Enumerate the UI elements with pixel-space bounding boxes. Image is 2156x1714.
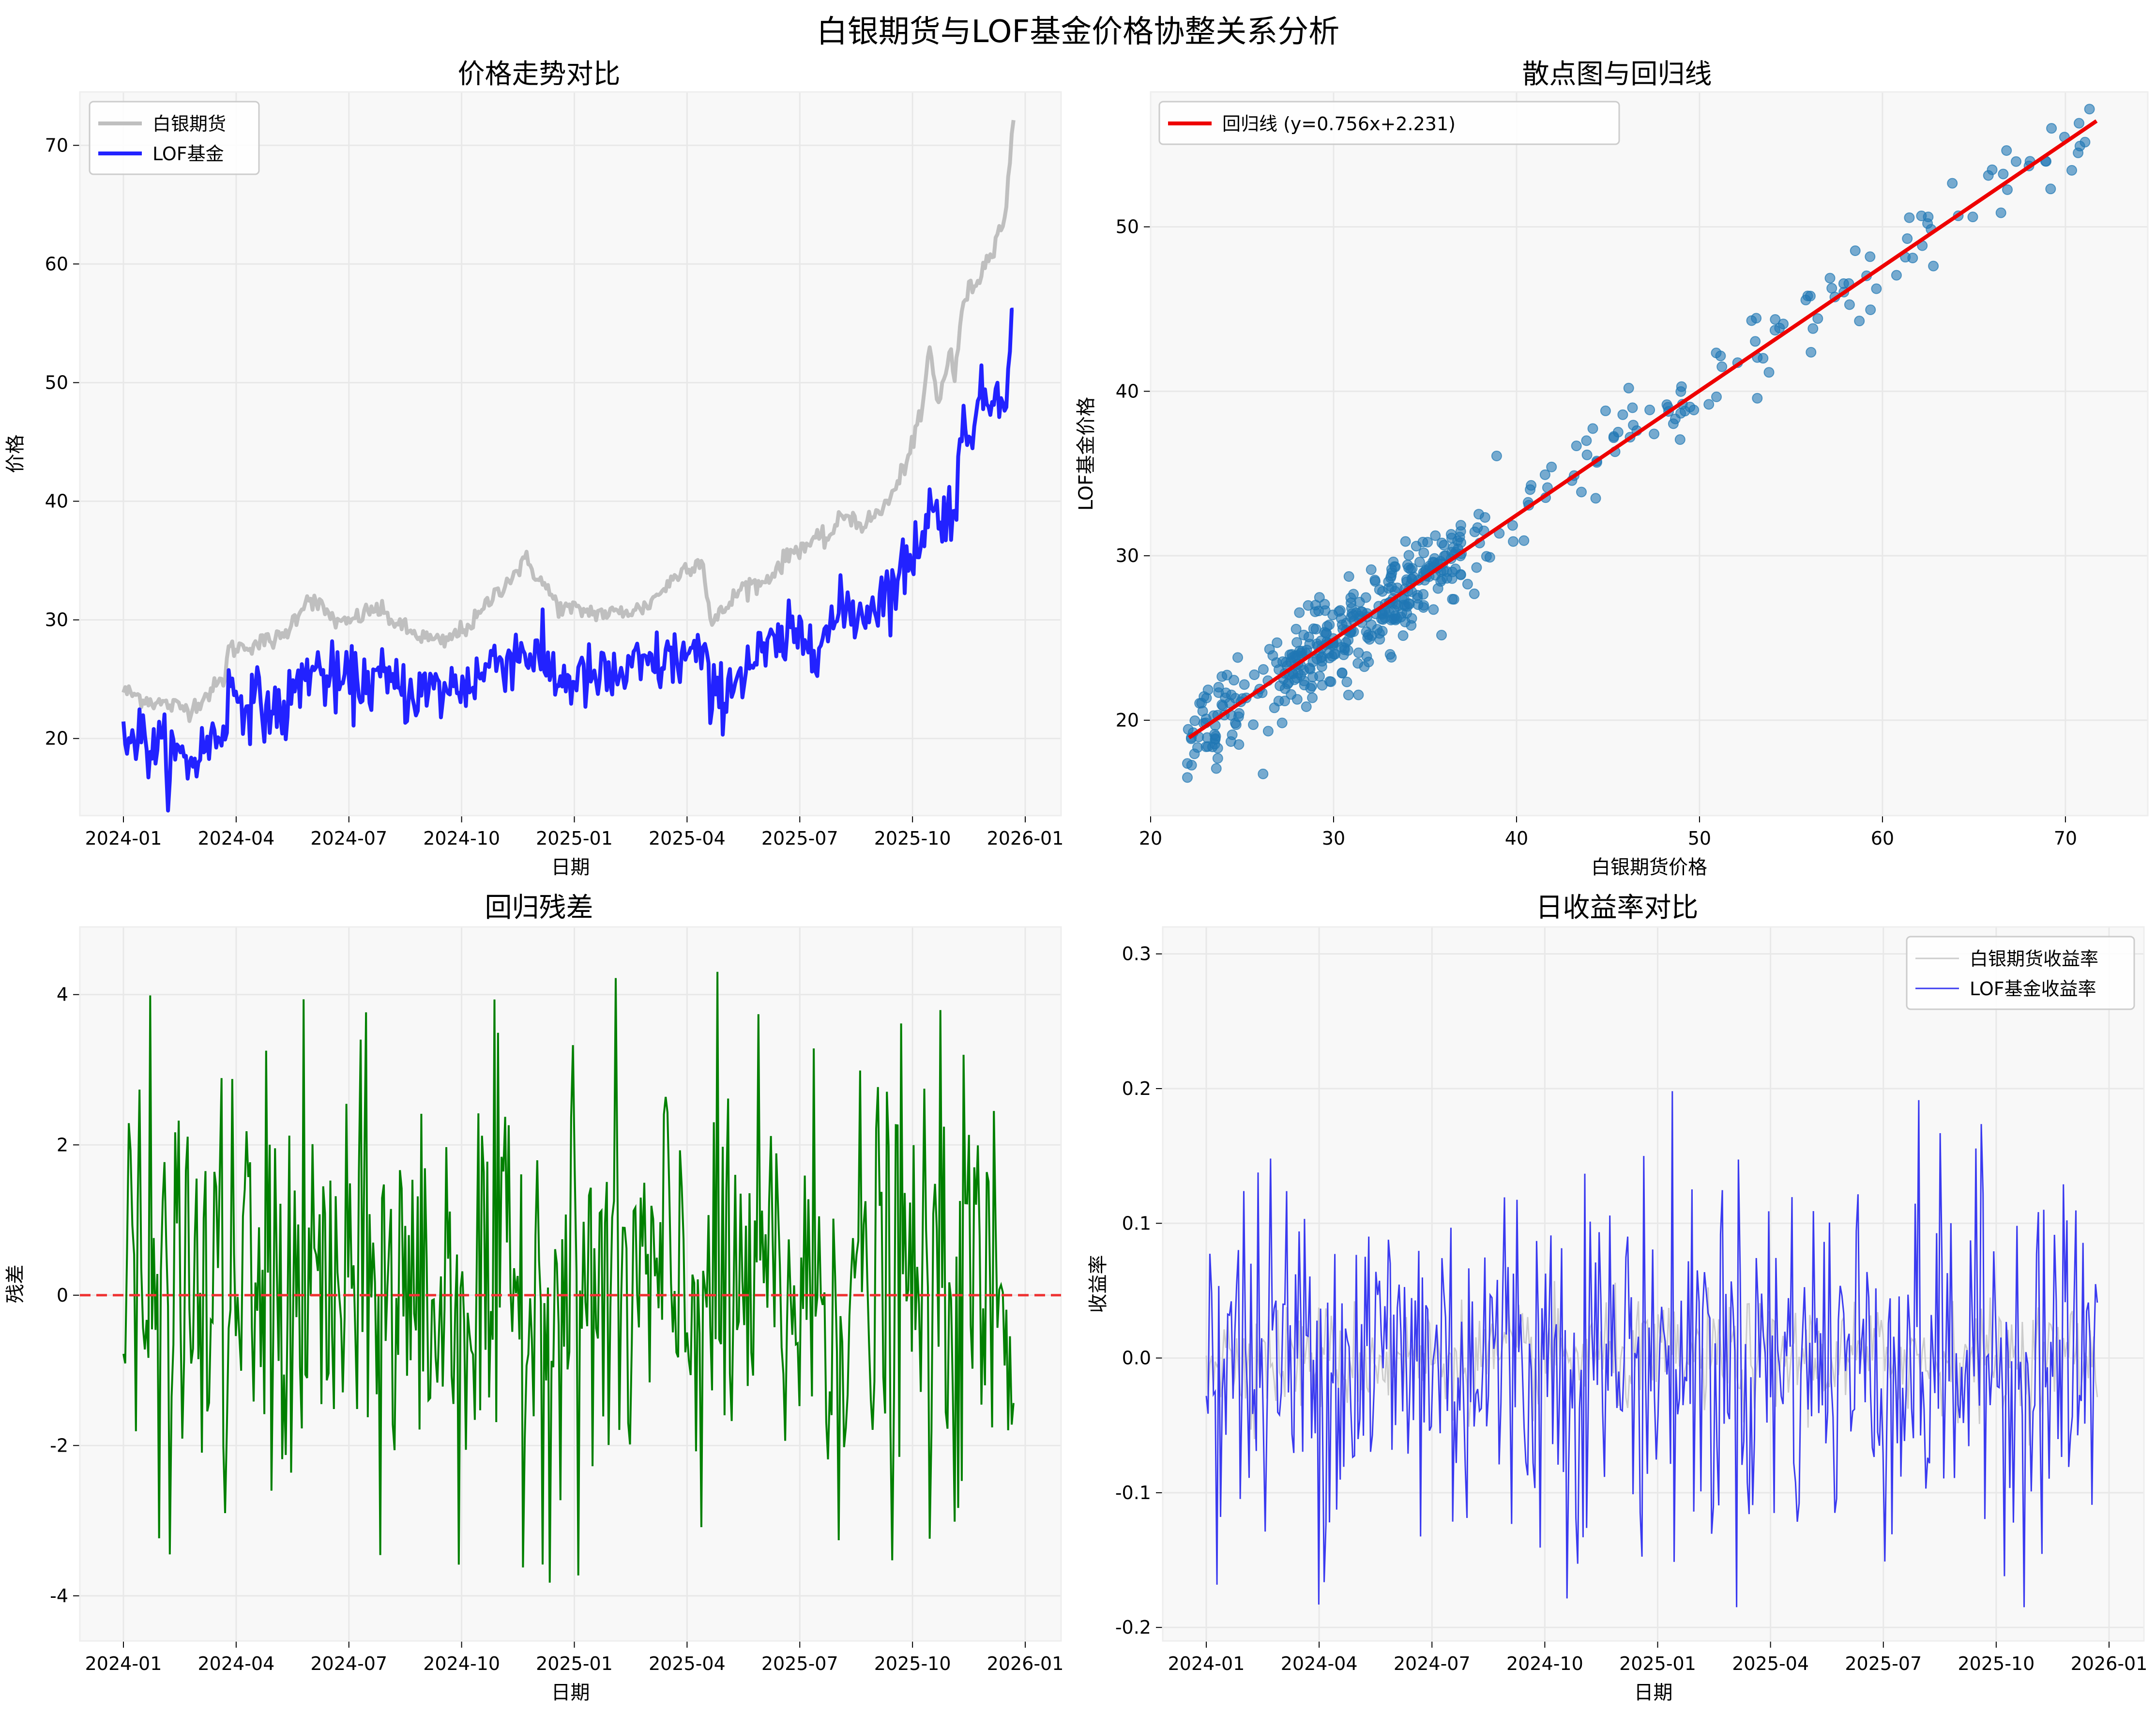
y-tick-label: 4 <box>57 984 68 1005</box>
x-tick-label: 2025-01 <box>1619 1653 1696 1674</box>
series-line <box>121 307 1014 813</box>
residual-line <box>122 971 1015 1583</box>
legend-label: 白银期货 <box>152 113 226 135</box>
y-tick-label: -4 <box>50 1585 68 1607</box>
y-tick-label: 60 <box>45 253 68 274</box>
y-tick-label: 0.3 <box>1122 943 1151 965</box>
y-tick-label: 70 <box>45 135 68 156</box>
x-tick-label: 2025-07 <box>761 1653 838 1674</box>
legend-label: 白银期货收益率 <box>1970 948 2098 970</box>
series-line <box>121 120 1016 723</box>
x-tick-label: 2025-04 <box>1732 1653 1809 1674</box>
scatter-plot: 20 30 40 50 60 70 20 30 40 50 白银期货价格 LOF基金价格 回归线 (y=… <box>1075 91 2149 879</box>
chart-title: 日收益率对比 <box>1535 892 1699 924</box>
x-tick-label: 50 <box>1688 828 1711 849</box>
y-tick-label: 0.2 <box>1122 1078 1151 1099</box>
y-tick-label: 30 <box>45 609 68 631</box>
y-tick-label: 50 <box>45 372 68 393</box>
scatter-regression-chart: 散点图与回归线 20 30 40 50 60 70 20 30 40 50 白银期货价格 LOF基金价… <box>1075 48 2156 879</box>
chart-title: 回归残差 <box>485 892 593 924</box>
x-tick-label: 2025-04 <box>649 1653 726 1674</box>
chart-title: 散点图与回归线 <box>1522 59 1712 90</box>
y-tick-label: 0 <box>57 1285 68 1306</box>
y-tick-label: 0.0 <box>1122 1348 1151 1369</box>
y-axis-label: 残差 <box>4 1265 27 1304</box>
y-tick-label: 0.1 <box>1122 1213 1151 1234</box>
x-tick-label: 2024-01 <box>85 828 162 849</box>
legend-label: LOF基金收益率 <box>1970 978 2096 1000</box>
x-tick-label: 2024-04 <box>1281 1653 1358 1674</box>
plot-area <box>1151 92 2148 816</box>
x-axis-label: 日期 <box>1634 1682 1673 1704</box>
y-tick-label: -0.1 <box>1115 1482 1151 1503</box>
x-tick-label: 2026-01 <box>987 1653 1064 1674</box>
y-axis-label: 价格 <box>4 435 27 473</box>
y-tick-label: 20 <box>1116 710 1139 731</box>
y-tick-label: 40 <box>45 491 68 512</box>
residual-plot: 2024-01 2024-04 2024-07 2024-10 2025-01 2025-… <box>4 926 1064 1704</box>
chart-title: 价格走势对比 <box>457 59 621 90</box>
x-tick-label: 2024-07 <box>310 1653 387 1674</box>
y-axis-label: LOF基金价格 <box>1075 397 1097 511</box>
y-tick-label: -2 <box>50 1435 68 1456</box>
price-plot: 2024-01 2024-04 2024-07 2024-10 2025-01 2025-… <box>4 91 1064 879</box>
x-tick-label: 2026-01 <box>987 828 1064 849</box>
x-tick-label: 2025-04 <box>649 828 726 849</box>
x-tick-label: 2024-07 <box>1394 1653 1471 1674</box>
x-tick-label: 2024-10 <box>1506 1653 1583 1674</box>
y-axis-label: 收益率 <box>1087 1255 1109 1313</box>
residual-chart: 回归残差 2024-01 2024-04 2024-07 2024-10 2025-01… <box>0 886 1078 1714</box>
price-trend-chart: 价格走势对比 2024-01 2024-04 2024-07 2024-10 2025-… <box>0 48 1078 879</box>
x-tick-label: 40 <box>1505 828 1528 849</box>
x-tick-label: 2025-01 <box>536 828 613 849</box>
y-tick-label: 20 <box>45 728 68 749</box>
x-tick-label: 2024-01 <box>85 1653 162 1674</box>
daily-returns-chart: 日收益率对比 2024-01 2024-04 2024-07 2024-10 2025-… <box>1078 886 2156 1714</box>
x-tick-label: 60 <box>1871 828 1894 849</box>
x-tick-label: 2025-10 <box>874 1653 951 1674</box>
x-axis-label: 日期 <box>551 856 590 879</box>
x-tick-label: 2025-07 <box>761 828 838 849</box>
legend: 白银期货 LOF基金 <box>89 101 260 175</box>
x-tick-label: 2024-04 <box>197 1653 274 1674</box>
legend-label: 回归线 (y=0.756x+2.231) <box>1222 113 1456 135</box>
x-axis-label: 白银期货价格 <box>1591 856 1707 879</box>
x-tick-label: 2024-10 <box>423 1653 500 1674</box>
return-line <box>1205 1091 2098 1608</box>
returns-plot: 2024-01 2024-04 2024-07 2024-10 2025-01 2025-… <box>1087 926 2148 1704</box>
x-tick-label: 2026-01 <box>2071 1653 2148 1674</box>
x-tick-label: 2025-01 <box>536 1653 613 1674</box>
x-tick-label: 2024-01 <box>1168 1653 1245 1674</box>
x-tick-label: 2024-10 <box>423 828 500 849</box>
y-tick-label: 50 <box>1116 216 1139 238</box>
legend: 白银期货收益率 LOF基金收益率 <box>1906 936 2135 1010</box>
x-tick-label: 2024-07 <box>310 828 387 849</box>
x-tick-label: 70 <box>2054 828 2077 849</box>
figure-title: 白银期货与LOF基金价格协整关系分析 <box>816 14 1340 50</box>
x-tick-label: 2025-07 <box>1845 1653 1922 1674</box>
x-tick-label: 2025-10 <box>874 828 951 849</box>
y-tick-label: -0.2 <box>1115 1617 1151 1638</box>
regression-line <box>1188 119 2098 740</box>
y-tick-label: 30 <box>1116 545 1139 566</box>
y-tick-label: 2 <box>57 1134 68 1155</box>
y-tick-label: 40 <box>1116 380 1139 402</box>
legend: 回归线 (y=0.756x+2.231) <box>1158 101 1620 145</box>
x-tick-label: 30 <box>1322 828 1345 849</box>
x-tick-label: 2025-10 <box>1958 1653 2035 1674</box>
legend-label: LOF基金 <box>152 143 224 165</box>
x-tick-label: 20 <box>1139 828 1162 849</box>
x-axis-label: 日期 <box>551 1682 590 1704</box>
x-tick-label: 2024-04 <box>197 828 274 849</box>
